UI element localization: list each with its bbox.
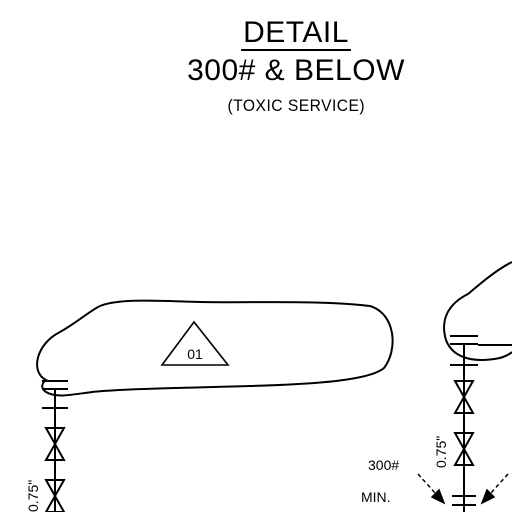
left-dim-label: 0.75" <box>25 480 41 512</box>
detail-title: DETAIL <box>241 16 351 51</box>
pipe-outline-left <box>36 299 394 397</box>
right-connection <box>450 335 512 512</box>
tag-label: 01 <box>187 346 203 362</box>
min-label: MIN. <box>361 489 391 505</box>
dimension-arrows <box>417 473 509 505</box>
pipe-outline-right <box>443 261 512 361</box>
left-connection <box>42 380 68 512</box>
rating-label: 300# <box>368 457 399 473</box>
tag-triangle <box>160 320 230 366</box>
service-note: (TOXIC SERVICE) <box>227 96 366 115</box>
right-dim-label: 0.75" <box>433 436 449 468</box>
pressure-class-title: 300# & BELOW <box>187 54 405 87</box>
